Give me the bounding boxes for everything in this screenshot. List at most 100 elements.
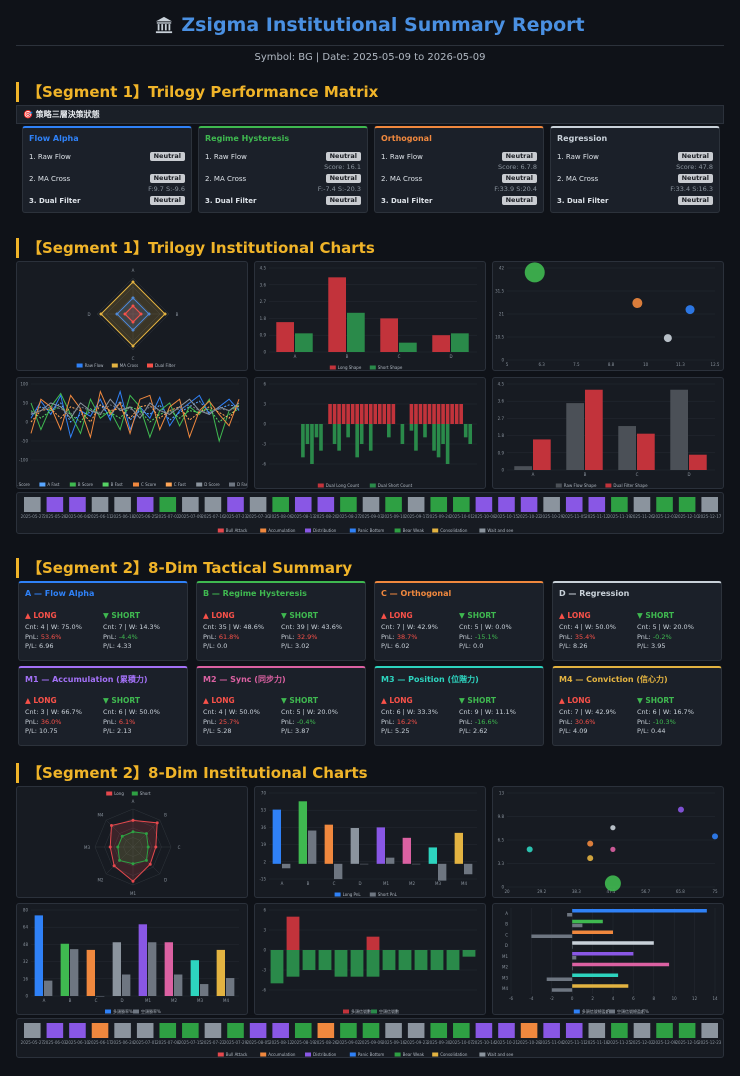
radar-axis-label: B [164, 812, 167, 817]
tactical-card: D — Regression ▲ LONG Cnt: 4 | W: 50.0% PnL… [552, 581, 722, 661]
bar [366, 950, 380, 977]
bar [368, 404, 373, 424]
radar-point [131, 304, 135, 308]
matrix-score [29, 162, 185, 173]
date-label: 2025-09-02 [337, 1040, 361, 1045]
pnl-value: 36.0% [40, 717, 62, 726]
date-label: 2025-11-18 [585, 1040, 609, 1045]
regime-cell [633, 497, 651, 512]
date-label: 2025-06-04 [66, 514, 90, 519]
y-tick-label: -6 [262, 988, 266, 993]
pl-ratio: P/L: 0.44 [637, 727, 666, 735]
y-tick-label: A [505, 911, 508, 916]
long-label: ▲ LONG [203, 696, 235, 705]
y-tick-label: 3 [263, 928, 266, 933]
status-badge: Neutral [677, 152, 713, 161]
date-label: 2025-10-07 [450, 1040, 474, 1045]
legend-label: Dual Short Count [378, 483, 413, 488]
regime-cell [701, 497, 718, 512]
count-winrate: Cnt: 6 | W: 50.0% [103, 708, 160, 716]
bar [319, 424, 323, 451]
date-label: 2025-07-15 [179, 1040, 203, 1045]
regime-cell [430, 497, 448, 512]
legend-swatch [369, 483, 376, 488]
tactical-card: C — Orthogonal ▲ LONG Cnt: 7 | W: 42.9% PnL… [374, 581, 544, 661]
pnl-line: PnL: -16.6% [459, 718, 537, 728]
s1-shape-panel: 0 0.9 1.8 2.7 3.6 4.5 A B C D Raw Flow Shape Dual F… [492, 377, 724, 489]
y-tick-label: 9.8 [498, 814, 505, 819]
bar [551, 988, 573, 992]
legend-label: C Fast [174, 482, 187, 487]
legend-label: Short PnL [378, 892, 398, 897]
pl-ratio: P/L: 10.75 [25, 727, 58, 735]
radar-point [131, 280, 135, 284]
x-tick-label: 20 [504, 889, 510, 894]
matrix-card: Flow Alpha 1. Raw Flow Neutral 2. MA Cross N… [22, 126, 192, 213]
y-tick-label: 0 [501, 885, 504, 890]
radar-axis-label: D [164, 878, 167, 883]
x-tick-label: 8.8 [608, 362, 615, 367]
x-tick-label: 38.3 [572, 889, 581, 894]
y-tick-label: 2.7 [498, 416, 505, 421]
legend-label: 空頭勝率% [141, 1008, 161, 1014]
bar [86, 949, 95, 996]
y-tick-label: C [505, 932, 508, 937]
y-tick-label: 0 [263, 350, 266, 355]
series-line [30, 406, 240, 423]
y-tick-label: 3 [263, 402, 266, 407]
pnl-prefix: PnL: [459, 632, 475, 641]
bar [350, 950, 364, 977]
s2-win-bar-chart: 0 16 32 48 64 80 A B C D M1 M2 M3 M4 多頭勝率% 空頭勝率% [23, 908, 239, 1014]
bar [637, 433, 655, 470]
s2-regime-strip-chart: 2025-05-27 2025-06-03 2025-06-10 2025-06-17… [21, 1023, 722, 1057]
pnl-value: 6.1% [118, 717, 136, 726]
status-badge: Neutral [677, 174, 713, 183]
x-tick-label: C [636, 472, 639, 477]
s1-bubble-panel: 0 10.5 21 31.5 42 5 6.3 7.5 8.8 10 11.3 12.5 [492, 261, 724, 371]
matrix-row-label: 2. MA Cross [381, 174, 423, 183]
bar [308, 830, 317, 864]
legend-label: 多頭勝率% [113, 1008, 133, 1014]
bar [70, 949, 79, 996]
bar [572, 941, 654, 945]
legend-swatch [317, 483, 324, 488]
bar [148, 942, 157, 996]
regime-cell [588, 497, 606, 512]
tactical-columns: ▲ LONG Cnt: 7 | W: 42.9% PnL: 38.7% P/L: 6.… [381, 611, 537, 652]
s1-line-chart: -100 -50 0 50 100 A Score A Fast B Score B Fast C… [17, 382, 247, 488]
bubble [685, 305, 695, 315]
pnl-value: 38.7% [396, 632, 418, 641]
bar [432, 424, 436, 451]
bar [572, 956, 577, 960]
x-tick-label: 29.2 [537, 889, 546, 894]
bubble [663, 334, 672, 343]
bar [174, 974, 183, 996]
long-column: ▲ LONG Cnt: 4 | W: 75.0% PnL: 53.6% P/L: 6.… [25, 611, 103, 652]
x-tick-label: A [281, 881, 284, 886]
long-column: ▲ LONG Cnt: 3 | W: 66.7% PnL: 36.0% P/L: 10… [25, 696, 103, 737]
short-column: ▼ SHORT Cnt: 5 | W: 20.0% PnL: -0.2% P/L: 3… [637, 611, 715, 652]
regime-cell [430, 1023, 448, 1038]
regime-cell [520, 1023, 538, 1038]
report-subtitle: Symbol: BG | Date: 2025-05-09 to 2026-05… [254, 52, 486, 63]
date-label: 2025-12-03 [653, 514, 677, 519]
pl-ratio: P/L: 0.0 [459, 642, 484, 650]
legend-swatch [432, 1052, 439, 1057]
bar [380, 318, 398, 352]
bar [359, 404, 364, 424]
bar [314, 424, 319, 438]
radar-axis-label: A [132, 268, 135, 273]
legend-swatch [349, 528, 356, 533]
pnl-value: 53.6% [40, 632, 62, 641]
bar [286, 916, 300, 950]
bar [347, 312, 365, 352]
bar [382, 950, 396, 970]
radar-point [131, 830, 135, 834]
bar [572, 952, 634, 956]
pl-ratio: P/L: 6.96 [25, 642, 54, 650]
tactical-columns: ▲ LONG Cnt: 3 | W: 66.7% PnL: 36.0% P/L: 10… [25, 696, 181, 737]
pnl-line: PnL: 32.9% [281, 633, 359, 643]
bar [366, 936, 380, 950]
legend-label: Distribution [313, 1052, 337, 1057]
bar [310, 424, 314, 464]
